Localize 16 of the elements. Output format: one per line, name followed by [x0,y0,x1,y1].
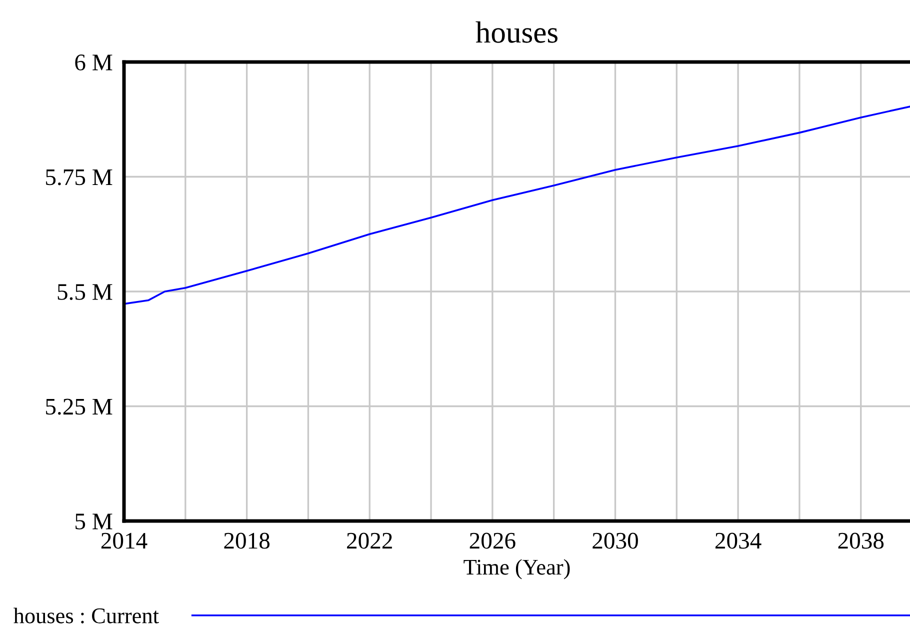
x-tick-label: 2026 [470,532,516,549]
x-axis-title: Time (Year) [464,559,570,580]
line-series [124,106,910,305]
x-tick-label: 2022 [347,532,392,549]
y-tick-label: 5.25 M [46,398,112,415]
text: houses : Current [14,608,159,624]
y-tick-label: 5.75 M [46,169,112,186]
chart-title: houses [476,21,558,43]
y-tick-label: 5.5 M [58,284,112,300]
x-tick-label: 2030 [592,532,638,549]
y-tick-label: 5 M [76,514,112,530]
x-tick-label: 2014 [101,532,148,549]
x-tick-label: 2018 [224,532,270,549]
x-tick-label: 2038 [838,532,884,549]
x-tick-label: 2034 [715,532,762,549]
y-tick-label: 6 M [75,54,112,70]
